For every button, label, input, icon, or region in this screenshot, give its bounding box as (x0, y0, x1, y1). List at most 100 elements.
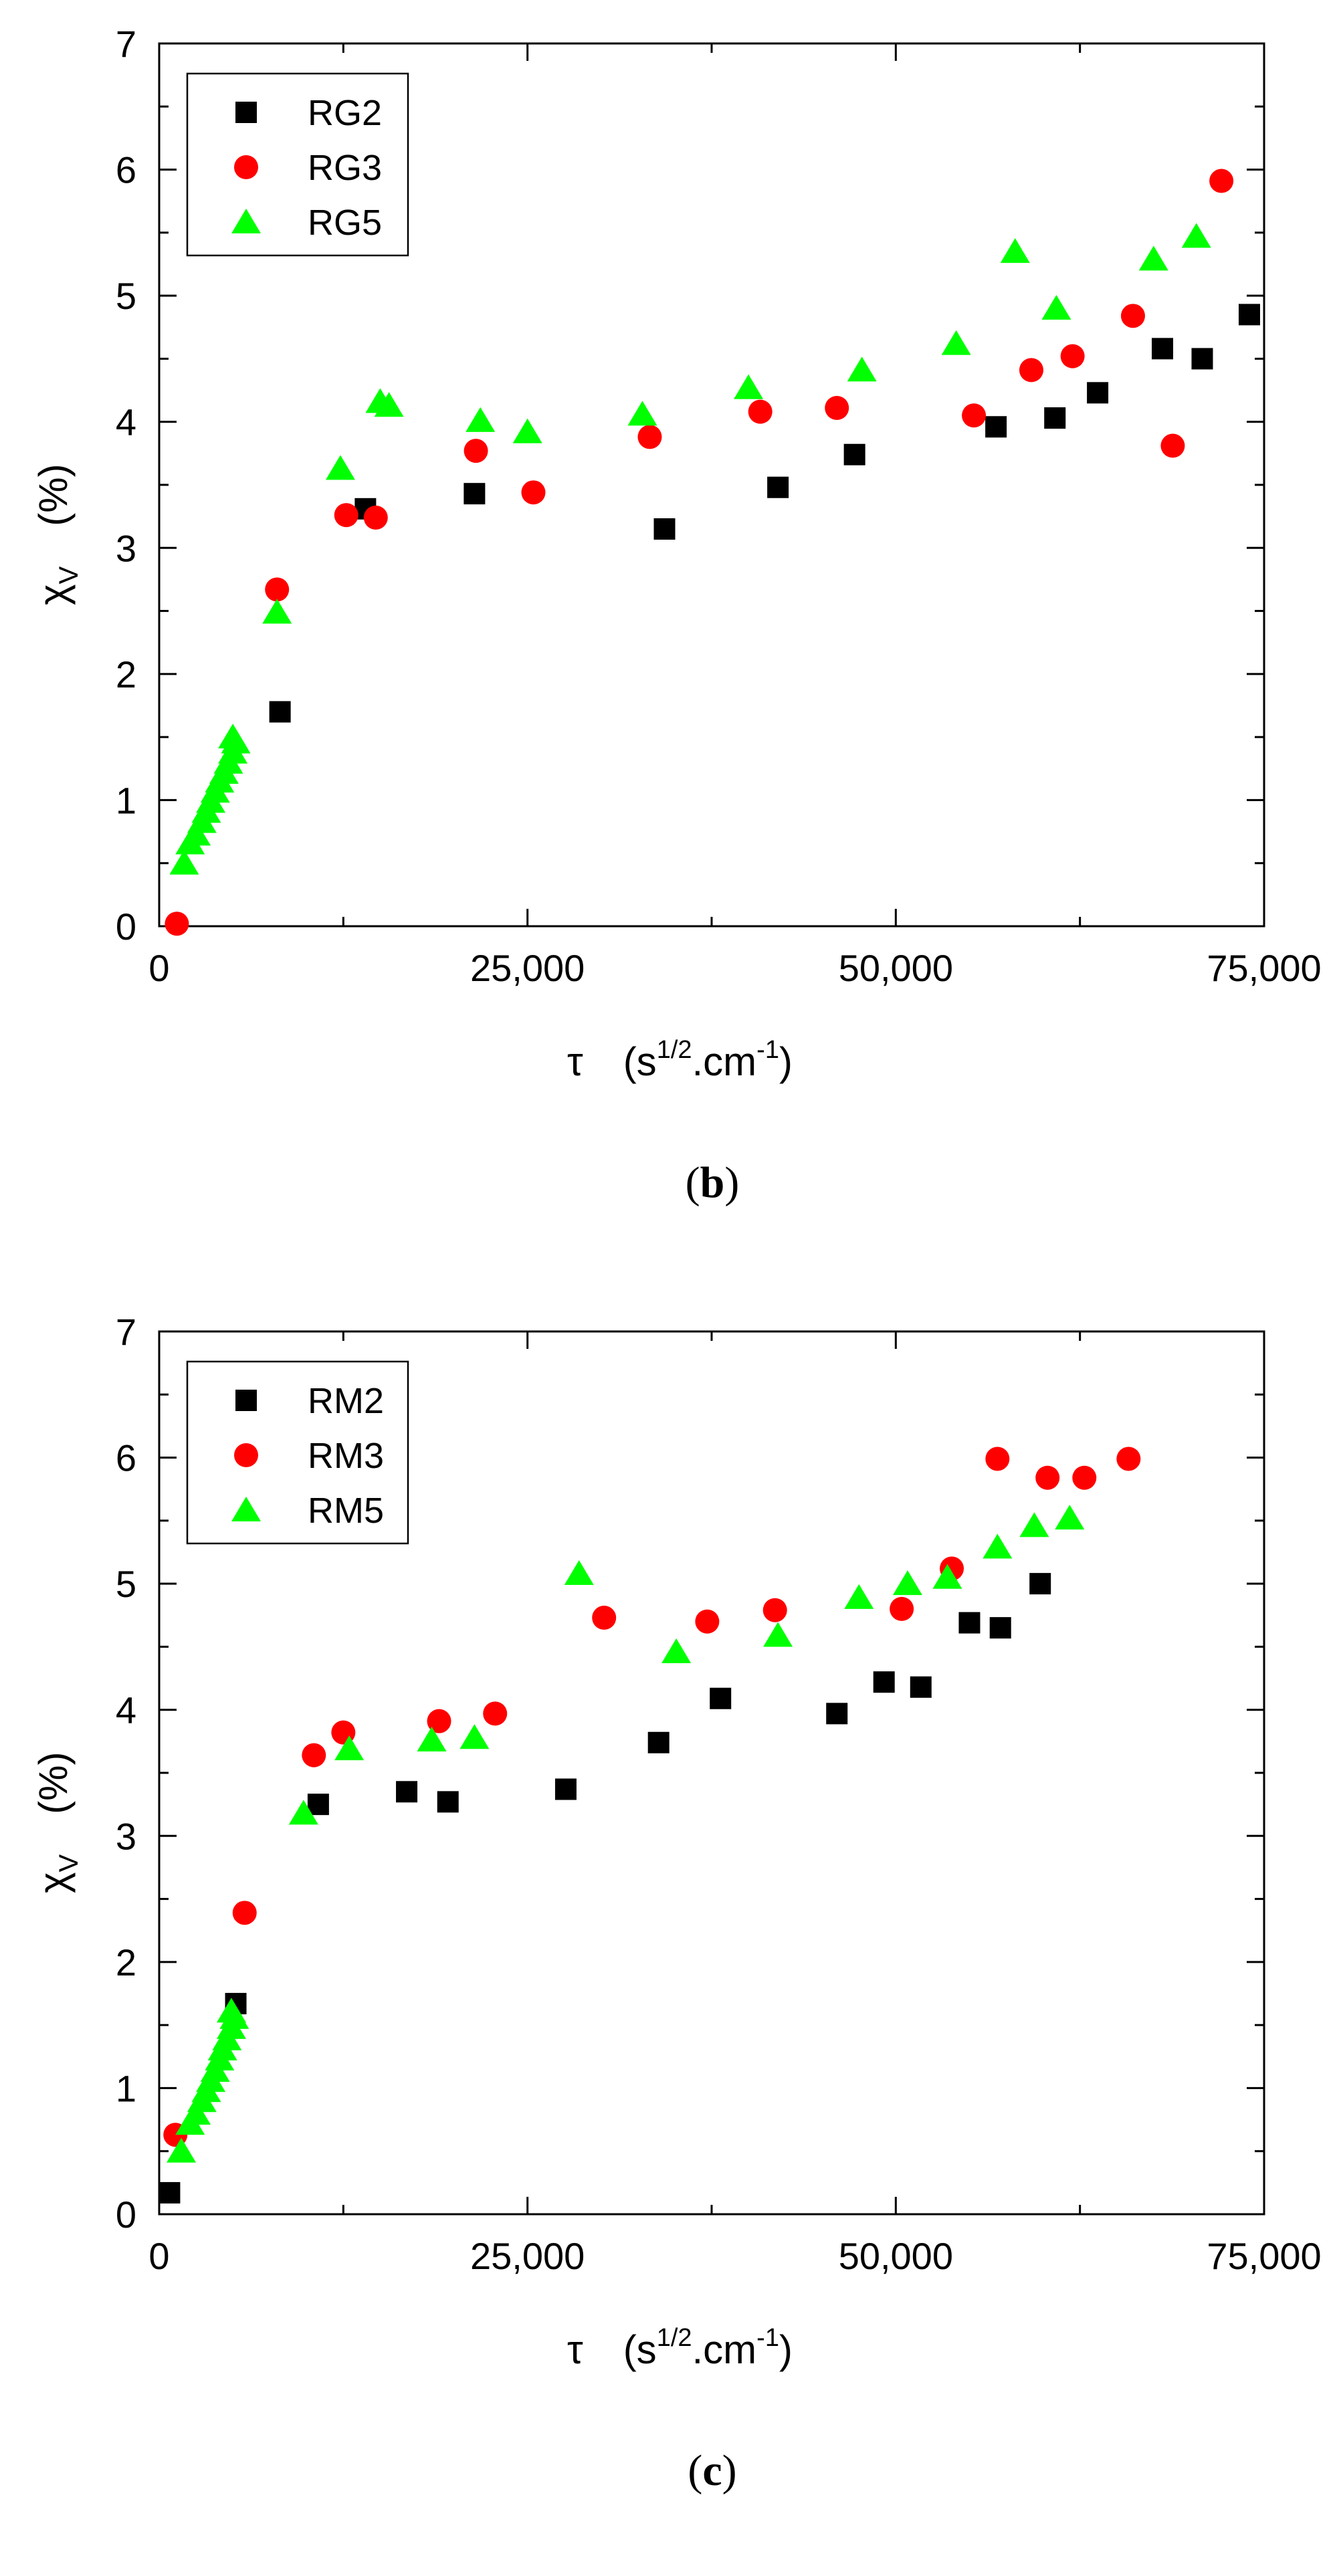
data-point-rm5 (763, 1622, 793, 1647)
data-point-rg5 (1000, 238, 1030, 263)
data-point-rg2 (1087, 382, 1109, 404)
data-point-rm2 (159, 2181, 181, 2204)
x-axis-title: τ (s1/2.cm-1) (567, 1036, 793, 1084)
y-tick-label: 6 (116, 149, 136, 191)
data-point-rm3 (1072, 1465, 1097, 1490)
x-tick-label: 50,000 (839, 2235, 953, 2277)
legend-box (186, 72, 409, 257)
legend-label: RM5 (308, 1491, 384, 1531)
data-point-rg5 (941, 330, 971, 355)
data-point-rg5 (1181, 223, 1211, 248)
x-tick-label: 50,000 (839, 947, 953, 989)
data-point-rg5 (627, 401, 657, 426)
x-tick-label: 75,000 (1207, 2235, 1321, 2277)
data-point-rm5 (983, 1533, 1013, 1559)
data-point-rm5 (564, 1560, 594, 1586)
x-tick-label: 0 (148, 2235, 169, 2277)
data-point-rg3 (962, 403, 987, 428)
scatter-chart: 0 25,000 50,000 75,000 0 1 2 3 4 5 6 7 τ (s1/2.cm-1) χ… (31, 23, 1322, 1207)
y-axis-unit: (%) (31, 1752, 76, 1814)
legend-label: RG2 (308, 93, 382, 133)
panel-label-open: ( (688, 2446, 702, 2495)
y-tick-label: 1 (116, 2067, 136, 2109)
data-point-rm2 (958, 1612, 981, 1634)
y-axis-unit: (%) (31, 464, 76, 526)
data-point-rm2 (554, 1778, 577, 1800)
y-tick-label: 1 (116, 779, 136, 821)
data-point-rm5 (661, 1638, 692, 1663)
data-point-rm3 (1116, 1446, 1141, 1471)
data-point-rg2 (1238, 304, 1260, 326)
y-axis-title: χV (%) (31, 1752, 84, 1894)
data-point-rg2 (1191, 348, 1213, 370)
series-rm5 (167, 1505, 1085, 2163)
y-tick-label: 6 (116, 1437, 136, 1479)
x-axis-unit-open: (s (623, 1039, 657, 1084)
legend-marker-rg3 (234, 155, 258, 179)
data-point-rg3 (1019, 358, 1043, 383)
data-point-rm3 (985, 1446, 1010, 1471)
panel-label-letter: b (700, 1158, 725, 1207)
legend: RM2 RM3 RM5 (186, 1360, 409, 1545)
data-point-rg2 (464, 483, 486, 505)
data-point-rm2 (873, 1671, 895, 1693)
data-point-rm3 (302, 1743, 326, 1767)
panel-label-close: ) (722, 2446, 737, 2495)
data-point-rg5 (169, 849, 199, 875)
data-point-rg3 (334, 503, 358, 528)
legend-marker-rm2 (235, 1390, 257, 1411)
panel-label-open: ( (686, 1158, 700, 1207)
x-axis-unit-exp1: 1/2 (657, 2324, 692, 2352)
y-tick-label: 3 (116, 527, 136, 569)
y-tick-label: 2 (116, 1941, 136, 1983)
data-point-rg2 (985, 416, 1007, 438)
x-axis-unit-mid: .cm (692, 1039, 757, 1084)
data-point-rm5 (288, 1800, 318, 1825)
x-axis-unit-exp1: 1/2 (657, 1036, 692, 1064)
data-point-rg5 (512, 418, 542, 443)
x-axis-unit-close: ) (779, 2327, 793, 2372)
x-axis-unit-mid: .cm (692, 2327, 757, 2372)
data-point-rg3 (165, 911, 189, 936)
y-axis-symbol: χ (31, 584, 76, 606)
data-point-rg3 (1120, 304, 1145, 328)
y-tick-label: 2 (116, 653, 136, 695)
x-tick-label: 25,000 (470, 947, 585, 989)
x-axis-unit-open: (s (623, 2327, 657, 2372)
data-point-rg5 (847, 356, 877, 382)
legend-marker-rg5 (231, 209, 261, 233)
legend-box (186, 1360, 409, 1545)
data-point-rm5 (459, 1724, 490, 1749)
series-rm2 (159, 1573, 1051, 2204)
data-point-rg2 (653, 518, 676, 540)
panel-label: (c) (688, 2446, 736, 2495)
data-point-rg5 (325, 455, 355, 480)
legend-label: RG5 (308, 203, 382, 243)
panel-label-letter: c (702, 2446, 722, 2495)
x-axis-symbol: τ (567, 1039, 583, 1084)
data-point-rm3 (232, 1901, 257, 1925)
data-point-rg3 (825, 395, 849, 420)
data-point-rm3 (890, 1596, 914, 1621)
data-point-rg5 (374, 392, 404, 417)
data-point-rg5 (1138, 245, 1168, 271)
data-point-rm5 (334, 1735, 365, 1761)
data-point-rg3 (464, 439, 488, 463)
data-point-rm2 (910, 1676, 932, 1698)
data-point-rg2 (767, 476, 789, 498)
y-tick-label: 0 (116, 2193, 136, 2236)
scatter-chart: 0 25,000 50,000 75,000 0 1 2 3 4 5 6 7 τ (s1/2.cm-1) χ… (31, 1311, 1322, 2495)
data-point-rg3 (1209, 169, 1234, 193)
y-tick-label: 5 (116, 1563, 136, 1605)
data-point-rm3 (427, 1709, 451, 1733)
data-point-rm2 (437, 1791, 459, 1813)
x-tick-label: 75,000 (1207, 947, 1321, 989)
data-point-rm5 (1055, 1505, 1085, 1530)
data-point-rm2 (989, 1617, 1011, 1639)
data-point-rg3 (521, 480, 546, 505)
data-point-rm2 (1029, 1573, 1051, 1595)
data-point-rg5 (181, 821, 211, 846)
y-tick-label: 0 (116, 905, 136, 948)
series-rm3 (163, 1446, 1141, 2147)
data-point-rm3 (695, 1609, 720, 1634)
